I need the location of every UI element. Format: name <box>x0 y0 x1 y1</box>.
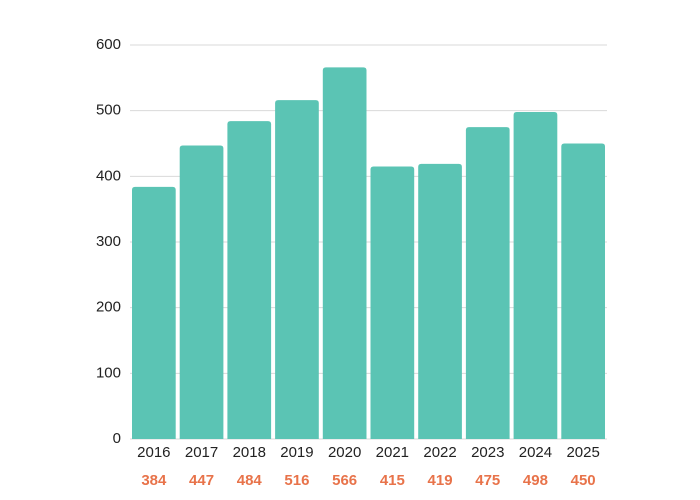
bar <box>275 100 319 439</box>
value-label: 415 <box>380 472 405 489</box>
value-label: 484 <box>237 472 263 489</box>
value-label: 475 <box>475 472 500 489</box>
value-label: 419 <box>428 472 453 489</box>
x-tick-label: 2019 <box>280 444 313 461</box>
value-label: 450 <box>571 472 596 489</box>
x-tick-label: 2025 <box>566 444 599 461</box>
bar <box>513 111 558 439</box>
bar <box>132 186 176 439</box>
y-tick-label: 0 <box>113 430 121 447</box>
x-tick-label: 2020 <box>328 444 361 461</box>
x-tick-label: 2018 <box>233 444 266 461</box>
bar <box>370 166 415 439</box>
y-tick-label: 600 <box>96 36 121 53</box>
value-label: 516 <box>284 472 309 489</box>
bar <box>179 145 224 439</box>
bar <box>227 121 272 439</box>
y-tick-label: 400 <box>96 167 121 184</box>
bar <box>465 127 510 439</box>
value-label: 384 <box>141 472 167 489</box>
x-tick-label: 2017 <box>185 444 218 461</box>
x-tick-label: 2021 <box>376 444 409 461</box>
y-tick-label: 100 <box>96 364 121 381</box>
value-label: 447 <box>189 472 214 489</box>
x-tick-label: 2016 <box>137 444 170 461</box>
value-label: 498 <box>523 472 548 489</box>
y-tick-label: 500 <box>96 102 121 119</box>
y-tick-label: 300 <box>96 233 121 250</box>
x-tick-label: 2024 <box>519 444 552 461</box>
y-tick-label: 200 <box>96 299 121 316</box>
bar <box>322 67 367 440</box>
x-tick-label: 2023 <box>471 444 504 461</box>
x-tick-label: 2022 <box>423 444 456 461</box>
value-label: 566 <box>332 472 357 489</box>
bar <box>561 143 605 439</box>
bar <box>418 163 462 439</box>
